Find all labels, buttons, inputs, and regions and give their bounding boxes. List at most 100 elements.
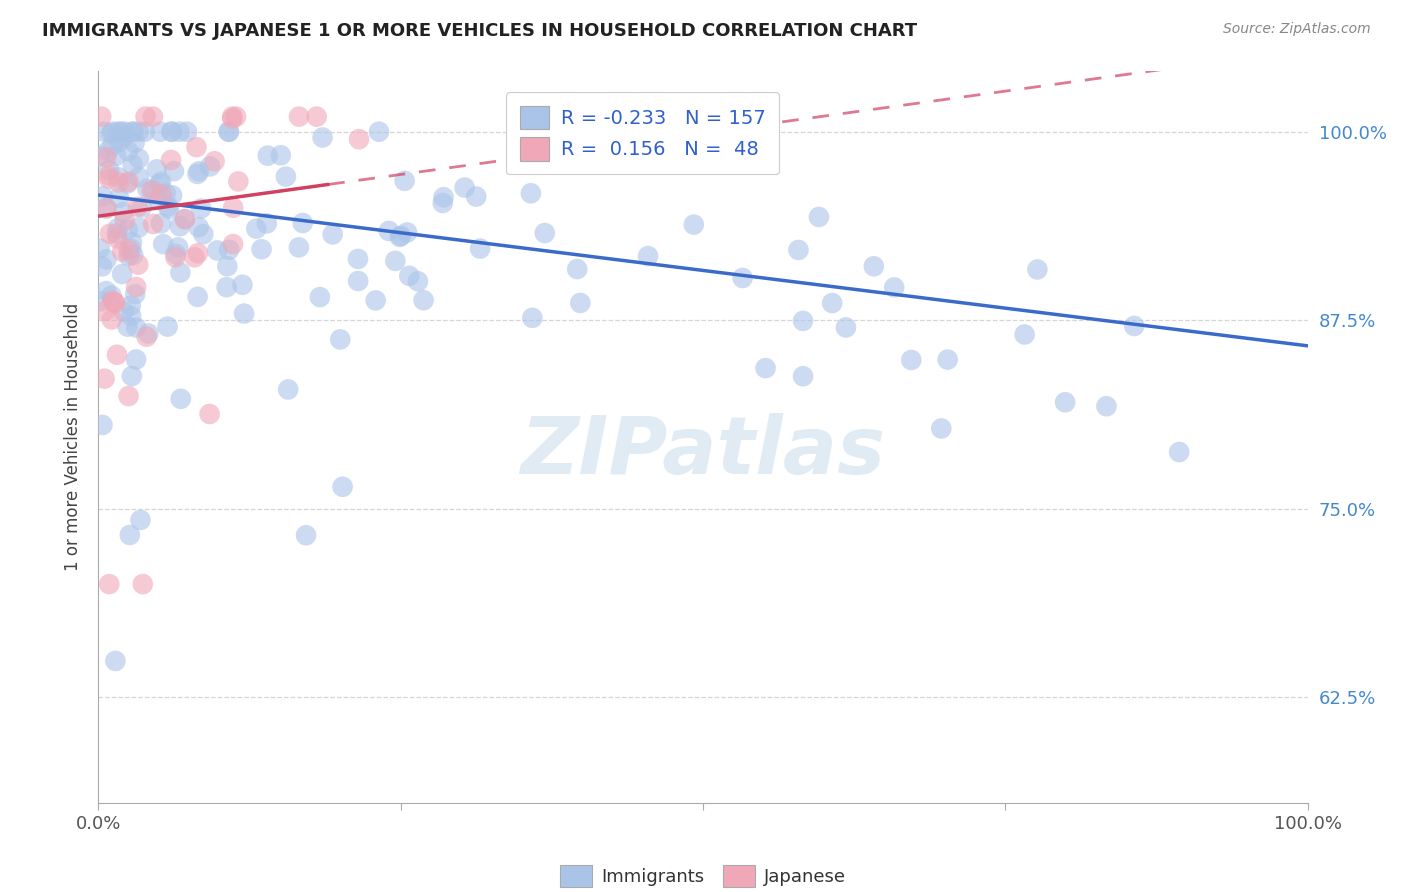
Point xyxy=(453,180,475,194)
Point xyxy=(127,258,149,272)
Point xyxy=(120,309,142,323)
Point xyxy=(863,260,886,274)
Point xyxy=(120,242,142,256)
Point xyxy=(332,480,354,494)
Point xyxy=(98,577,121,591)
Point xyxy=(204,154,226,169)
Point xyxy=(288,240,311,254)
Point xyxy=(309,290,332,304)
Point xyxy=(187,290,209,304)
Point xyxy=(148,193,170,207)
Point xyxy=(157,202,180,216)
Point xyxy=(117,144,139,158)
Point xyxy=(931,421,953,435)
Point xyxy=(118,243,141,257)
Point xyxy=(231,277,253,292)
Point xyxy=(245,221,267,235)
Point xyxy=(98,163,121,178)
Point xyxy=(406,274,429,288)
Point xyxy=(1054,395,1077,409)
Point xyxy=(150,175,173,189)
Point xyxy=(378,224,401,238)
Point xyxy=(145,162,167,177)
Point xyxy=(97,171,120,186)
Point xyxy=(295,528,318,542)
Point xyxy=(125,280,148,294)
Point xyxy=(682,218,704,232)
Point xyxy=(117,389,139,403)
Point xyxy=(883,280,905,294)
Point xyxy=(103,295,125,310)
Point xyxy=(193,227,215,241)
Point xyxy=(792,369,814,384)
Point xyxy=(533,226,555,240)
Text: Source: ZipAtlas.com: Source: ZipAtlas.com xyxy=(1223,22,1371,37)
Point xyxy=(288,110,311,124)
Point xyxy=(121,158,143,172)
Point xyxy=(160,188,183,202)
Point xyxy=(468,242,491,256)
Point xyxy=(117,319,139,334)
Point xyxy=(118,528,141,542)
Point xyxy=(835,320,858,334)
Point xyxy=(274,169,297,184)
Point xyxy=(108,191,131,205)
Point xyxy=(160,153,183,167)
Point xyxy=(787,243,810,257)
Point xyxy=(311,130,333,145)
Point xyxy=(412,293,434,308)
Point xyxy=(107,175,129,189)
Point xyxy=(134,125,156,139)
Point xyxy=(110,125,132,139)
Point xyxy=(121,235,143,250)
Point xyxy=(97,144,120,158)
Point xyxy=(152,237,174,252)
Point xyxy=(136,182,159,196)
Point xyxy=(221,110,243,124)
Point xyxy=(98,227,121,241)
Point xyxy=(388,230,411,244)
Point xyxy=(120,299,142,313)
Point xyxy=(218,243,240,257)
Point xyxy=(821,296,844,310)
Point xyxy=(124,136,146,150)
Point xyxy=(142,183,165,197)
Point xyxy=(222,201,245,215)
Point xyxy=(1168,445,1191,459)
Point xyxy=(270,148,292,162)
Point xyxy=(122,248,145,262)
Point xyxy=(190,202,212,216)
Point xyxy=(1026,262,1049,277)
Point xyxy=(142,110,165,124)
Point xyxy=(96,202,118,216)
Point xyxy=(1014,327,1036,342)
Point xyxy=(305,110,328,124)
Point xyxy=(155,186,177,201)
Point xyxy=(104,654,127,668)
Point xyxy=(142,217,165,231)
Point xyxy=(91,189,114,203)
Text: ZIPatlas: ZIPatlas xyxy=(520,413,886,491)
Point xyxy=(125,320,148,334)
Point xyxy=(111,267,134,281)
Point xyxy=(225,110,247,124)
Point xyxy=(567,262,589,277)
Point xyxy=(250,242,273,256)
Point xyxy=(128,125,150,139)
Point xyxy=(107,125,129,139)
Point xyxy=(396,226,419,240)
Point xyxy=(754,361,776,376)
Point xyxy=(107,221,129,235)
Point xyxy=(218,125,240,139)
Point xyxy=(170,392,193,406)
Point xyxy=(148,177,170,191)
Point xyxy=(117,175,139,189)
Point xyxy=(117,222,139,236)
Text: IMMIGRANTS VS JAPANESE 1 OR MORE VEHICLES IN HOUSEHOLD CORRELATION CHART: IMMIGRANTS VS JAPANESE 1 OR MORE VEHICLE… xyxy=(42,22,917,40)
Point xyxy=(465,189,488,203)
Point xyxy=(198,160,221,174)
Point xyxy=(108,134,131,148)
Point xyxy=(101,125,124,139)
Point xyxy=(114,125,136,139)
Point xyxy=(394,174,416,188)
